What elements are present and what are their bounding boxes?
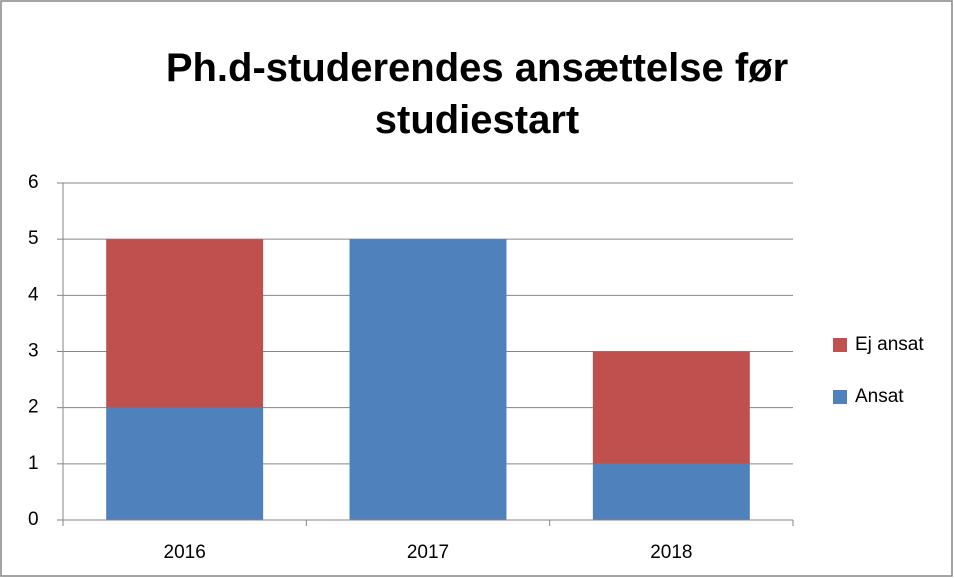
legend-label: Ej ansat <box>855 334 924 355</box>
bar-segment <box>106 239 264 408</box>
x-tick-label: 2016 <box>164 542 206 563</box>
y-tick-label: 4 <box>28 284 39 305</box>
y-tick-label: 3 <box>28 341 39 362</box>
y-tick-label: 5 <box>28 228 39 249</box>
y-tick-label: 0 <box>28 509 39 530</box>
bar-segment <box>592 351 750 464</box>
bar-segment <box>592 463 750 520</box>
x-tick-label: 2018 <box>650 542 692 563</box>
x-tick-label: 2017 <box>407 542 449 563</box>
bar-segment <box>349 239 507 520</box>
y-tick-label: 6 <box>28 172 39 193</box>
bar-segment <box>106 407 264 520</box>
y-tick-label: 1 <box>28 453 39 474</box>
legend-label: Ansat <box>855 386 904 407</box>
chart-title: Ph.d-studerendes ansættelse før studiest… <box>165 46 789 142</box>
legend-swatch <box>833 338 847 352</box>
legend-swatch <box>833 390 847 404</box>
y-tick-label: 2 <box>28 397 39 418</box>
